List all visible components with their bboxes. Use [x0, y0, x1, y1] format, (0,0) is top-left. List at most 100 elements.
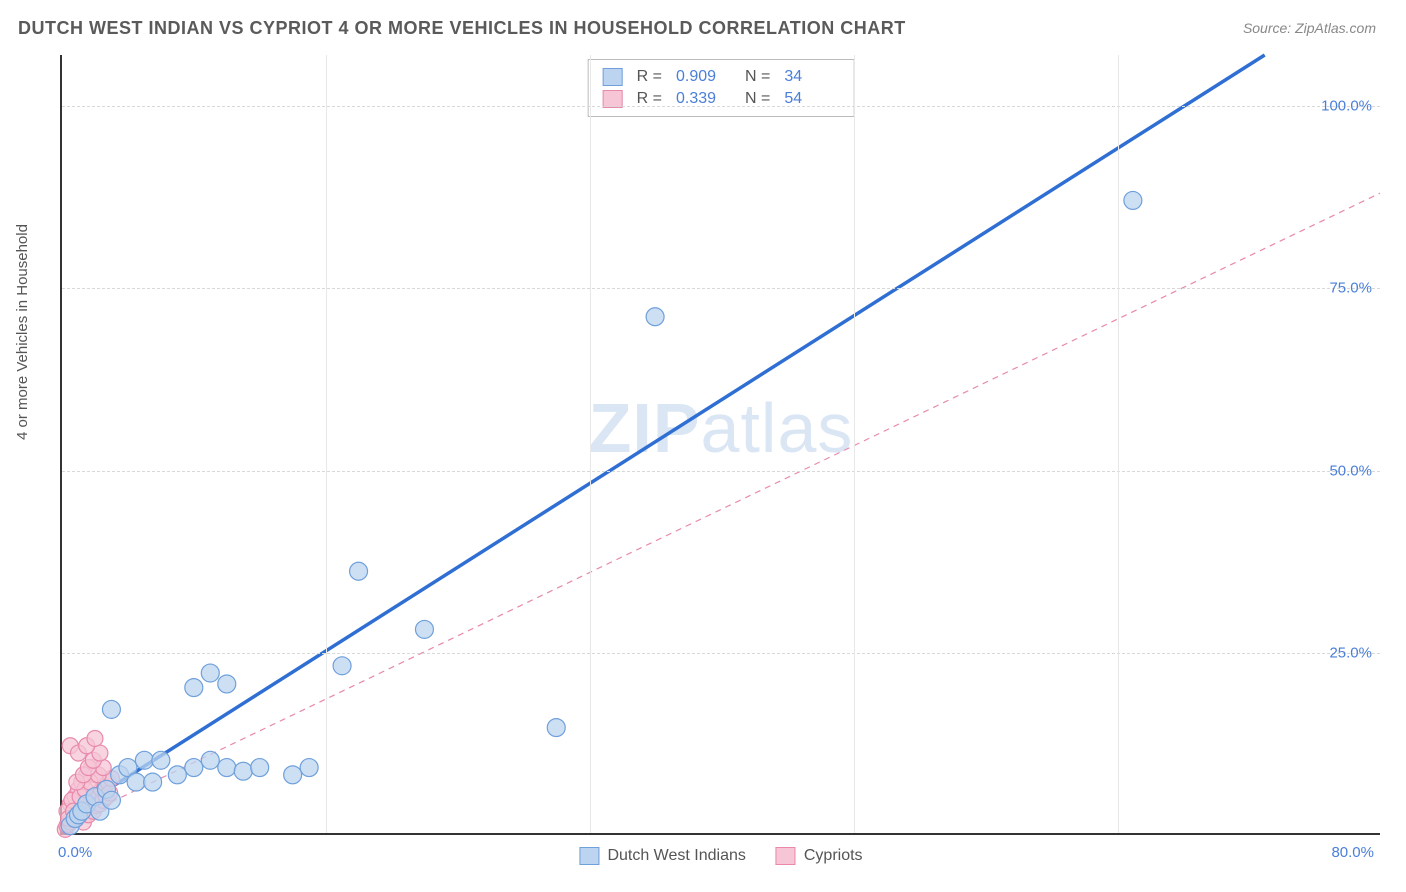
scatter-point [102, 791, 120, 809]
scatter-point [152, 751, 170, 769]
legend-label: Dutch West Indians [607, 847, 745, 865]
scatter-point [77, 781, 93, 797]
scatter-point [90, 767, 106, 783]
scatter-point [79, 796, 95, 812]
scatter-point [103, 770, 119, 786]
scatter-point [70, 781, 86, 797]
scatter-point [185, 679, 203, 697]
legend-item: Cypriots [776, 847, 863, 865]
scatter-point [61, 810, 77, 826]
stat-r-label: R = [637, 68, 662, 86]
scatter-point [79, 738, 95, 754]
gridline-h [62, 288, 1380, 289]
x-tick-label: 80.0% [1331, 844, 1374, 861]
scatter-point [350, 562, 368, 580]
scatter-point [144, 773, 162, 791]
legend-item: Dutch West Indians [579, 847, 745, 865]
scatter-point [218, 759, 236, 777]
scatter-point [82, 774, 98, 790]
chart-svg [62, 55, 1380, 833]
scatter-point [84, 792, 100, 808]
watermark-zip: ZIP [589, 389, 701, 467]
scatter-point [251, 759, 269, 777]
watermark-atlas: atlas [701, 389, 854, 467]
scatter-point [168, 766, 186, 784]
scatter-point [102, 785, 118, 801]
scatter-point [127, 773, 145, 791]
scatter-point [59, 803, 75, 819]
scatter-point [74, 774, 90, 790]
source-attribution: Source: ZipAtlas.com [1243, 20, 1376, 36]
scatter-point [234, 762, 252, 780]
scatter-point [64, 792, 80, 808]
legend-swatch [776, 847, 796, 865]
scatter-point [78, 795, 96, 813]
scatter-point [333, 657, 351, 675]
scatter-point [98, 789, 114, 805]
gridline-v [590, 55, 591, 833]
scatter-point [102, 700, 120, 718]
scatter-point [284, 766, 302, 784]
gridline-h [62, 471, 1380, 472]
gridline-v [326, 55, 327, 833]
scatter-point [72, 789, 88, 805]
legend-stats-row: R = 0.909 N = 34 [603, 66, 840, 88]
scatter-point [111, 766, 129, 784]
scatter-point [94, 781, 110, 797]
scatter-point [95, 760, 111, 776]
chart-title: DUTCH WEST INDIAN VS CYPRIOT 4 OR MORE V… [18, 18, 906, 39]
scatter-point [64, 810, 80, 826]
trend-line [62, 55, 1265, 818]
scatter-point [66, 809, 84, 827]
scatter-point [89, 797, 105, 813]
plot-area: ZIPatlas R =0.909N =34R =0.339N =54 Dutc… [60, 55, 1380, 835]
scatter-point [300, 759, 318, 777]
scatter-point [79, 767, 95, 783]
scatter-point [57, 821, 73, 837]
scatter-point [67, 789, 83, 805]
scatter-point [70, 803, 86, 819]
scatter-point [201, 664, 219, 682]
scatter-point [87, 730, 103, 746]
scatter-point [415, 620, 433, 638]
scatter-point [95, 792, 111, 808]
scatter-point [62, 738, 78, 754]
scatter-point [74, 802, 90, 818]
gridline-h [62, 106, 1380, 107]
scatter-point [59, 818, 75, 834]
scatter-point [86, 788, 104, 806]
scatter-point [646, 308, 664, 326]
scatter-point [92, 796, 108, 812]
scatter-point [69, 774, 85, 790]
legend-stats-box: R =0.909N =34R =0.339N =54 [588, 59, 855, 117]
stat-n-label: N = [745, 68, 770, 86]
stat-n-value: 34 [784, 68, 839, 86]
scatter-point [201, 751, 219, 769]
scatter-point [73, 802, 91, 820]
y-tick-label: 100.0% [1321, 98, 1372, 115]
legend-bottom: Dutch West Indians Cypriots [579, 847, 862, 865]
scatter-point [547, 719, 565, 737]
y-tick-label: 25.0% [1329, 644, 1372, 661]
scatter-point [80, 760, 96, 776]
scatter-point [91, 802, 109, 820]
scatter-point [80, 807, 96, 823]
scatter-point [62, 814, 78, 830]
scatter-point [218, 675, 236, 693]
scatter-point [85, 752, 101, 768]
scatter-point [92, 745, 108, 761]
scatter-point [77, 800, 93, 816]
stat-r-value: 0.909 [676, 68, 731, 86]
scatter-point [185, 759, 203, 777]
legend-swatch [579, 847, 599, 865]
scatter-point [85, 803, 101, 819]
x-tick-label: 0.0% [58, 844, 92, 861]
scatter-point [87, 789, 103, 805]
scatter-point [90, 785, 106, 801]
gridline-v [1118, 55, 1119, 833]
scatter-point [66, 803, 82, 819]
scatter-point [97, 778, 113, 794]
y-tick-label: 50.0% [1329, 462, 1372, 479]
legend-swatch [603, 68, 623, 86]
scatter-point [72, 805, 88, 821]
